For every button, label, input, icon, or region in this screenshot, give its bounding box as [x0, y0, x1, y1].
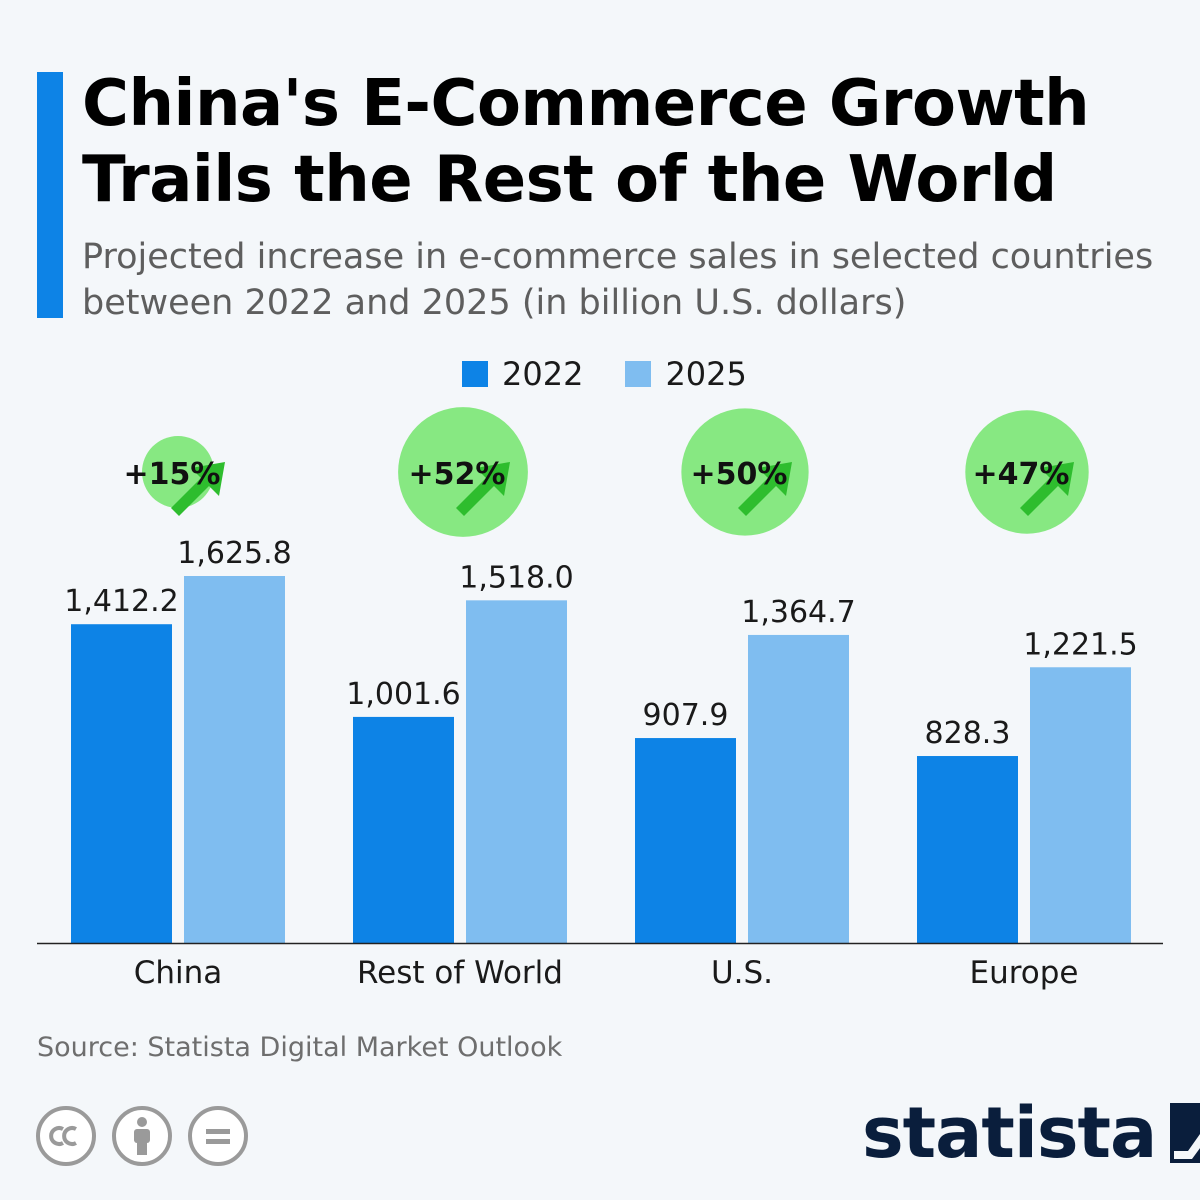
data-label: 828.3 [925, 716, 1011, 751]
statista-logo: statista [862, 1092, 1200, 1174]
data-label: 1,412.2 [64, 584, 179, 619]
bar-2022 [353, 716, 454, 943]
growth-arrow-icon [738, 462, 792, 516]
data-label: 1,001.6 [346, 677, 461, 712]
chart-subtitle: Projected increase in e-commerce sales i… [82, 237, 1154, 323]
growth-circle [398, 407, 528, 537]
category-label: China [134, 955, 223, 991]
data-label: 1,625.8 [177, 536, 292, 571]
license-icons [36, 1106, 264, 1166]
bar-2022 [635, 738, 736, 943]
cc-icon [36, 1106, 96, 1166]
data-label: 907.9 [643, 698, 729, 733]
category-label: Europe [969, 955, 1078, 991]
legend-item-2022: 2022 [462, 355, 583, 393]
growth-label: +50% [691, 457, 788, 492]
legend-item-2025: 2025 [625, 355, 747, 393]
growth-label: +52% [409, 457, 506, 492]
category-label: U.S. [711, 955, 773, 991]
bar-2025 [184, 576, 285, 943]
page-title: China's E-Commerce Growth Trails the Res… [82, 67, 1090, 217]
bar-2022 [917, 756, 1018, 943]
data-label: 1,364.7 [741, 595, 856, 630]
statista-logo-icon [1170, 1103, 1200, 1163]
growth-circle [681, 408, 809, 536]
data-label: 1,221.5 [1023, 627, 1138, 662]
growth-arrow-icon [456, 462, 510, 516]
legend-swatch-2025 [625, 361, 652, 387]
data-label: 1,518.0 [459, 560, 574, 595]
statista-wordmark: statista [862, 1092, 1157, 1174]
bar-2025 [748, 634, 849, 943]
legend-swatch-2022 [462, 361, 488, 387]
source-note: Source: Statista Digital Market Outlook [37, 1032, 563, 1063]
no-derivatives-icon [188, 1106, 248, 1166]
bar-2025 [466, 600, 567, 943]
growth-circle [965, 410, 1089, 534]
legend-label-2025: 2025 [665, 355, 747, 393]
growth-arrow-icon [1020, 462, 1074, 516]
category-label: Rest of World [357, 955, 563, 991]
growth-label: +47% [973, 457, 1070, 492]
bar-2022 [71, 624, 172, 943]
growth-arrow-icon [171, 462, 225, 516]
growth-label: +15% [124, 457, 221, 492]
bar-2025 [1030, 667, 1131, 943]
accent-bar [37, 72, 63, 318]
chart-legend: 2022 2025 [462, 352, 789, 396]
attribution-icon [112, 1106, 172, 1166]
legend-label-2022: 2022 [502, 355, 584, 393]
bar-chart: 1,412.2 1,625.8 China +15% 1,001.6 1,518.0 Res… [37, 407, 1163, 991]
